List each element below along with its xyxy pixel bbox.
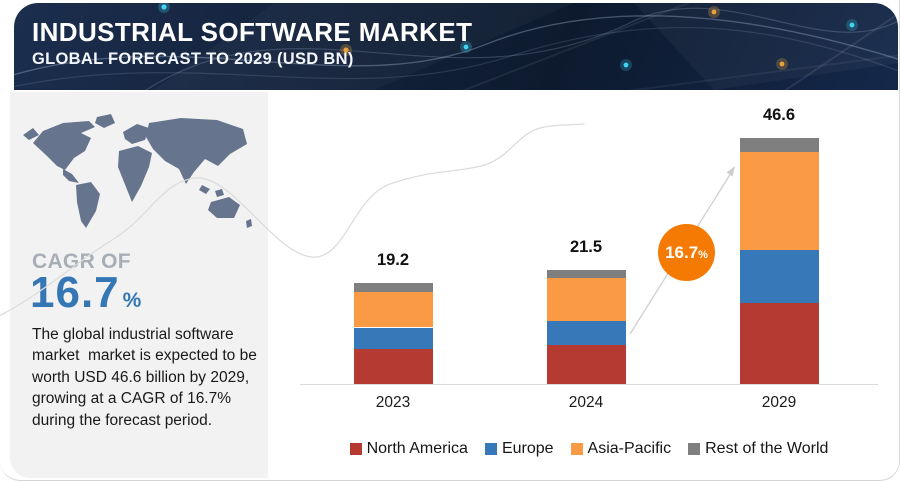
category-label-2024: 2024 bbox=[568, 394, 604, 411]
legend-item-asia-pacific: Asia-Pacific bbox=[570, 440, 672, 458]
total-label-2029: 46.6 bbox=[762, 105, 796, 124]
category-label-2023: 2023 bbox=[375, 394, 411, 411]
bar-segment-2023-asia-pacific bbox=[353, 291, 433, 328]
page-title: INDUSTRIAL SOFTWARE MARKET bbox=[32, 17, 473, 47]
legend-item-rest-of-the-world: Rest of the World bbox=[688, 440, 828, 458]
bar-segment-2024-asia-pacific bbox=[546, 278, 626, 322]
bar-segment-2024-rest-of-the-world bbox=[546, 270, 626, 279]
decor-curve bbox=[14, 15, 898, 76]
bar-segment-2024-europe bbox=[546, 321, 626, 346]
legend-item-europe: Europe bbox=[484, 440, 554, 458]
header-banner: INDUSTRIAL SOFTWARE MARKET GLOBAL FORECA… bbox=[14, 3, 898, 90]
decor-curve bbox=[14, 26, 898, 88]
bar-segment-2023-europe bbox=[353, 327, 433, 350]
decor-glow-dots bbox=[158, 3, 858, 71]
bar-segment-2023-north-america bbox=[353, 349, 433, 384]
total-label-2023: 19.2 bbox=[376, 250, 410, 269]
legend-label: Europe bbox=[501, 440, 554, 457]
decor-line bbox=[627, 54, 898, 90]
bar-segment-2029-north-america bbox=[739, 302, 819, 384]
decor-line bbox=[461, 3, 692, 90]
market-description: The global industrial software market ma… bbox=[32, 326, 262, 429]
legend-swatch bbox=[688, 443, 701, 455]
category-label-2029: 2029 bbox=[761, 394, 797, 411]
header-decoration-graphic bbox=[14, 3, 898, 90]
total-label-2024: 21.5 bbox=[569, 238, 603, 257]
legend-label: Rest of the World bbox=[705, 440, 829, 457]
bar-segment-2024-north-america bbox=[546, 345, 626, 384]
chart-legend: North America Europe Asia-Pacific Rest of t… bbox=[300, 440, 878, 458]
header-text-block: INDUSTRIAL SOFTWARE MARKET GLOBAL FORECA… bbox=[32, 17, 473, 69]
legend-swatch bbox=[484, 443, 497, 455]
legend-label: North America bbox=[366, 440, 468, 457]
bar-segment-2029-asia-pacific bbox=[739, 151, 819, 250]
bar-segment-2029-europe bbox=[739, 249, 819, 303]
bar-segment-2023-rest-of-the-world bbox=[353, 282, 433, 292]
cagr-badge-percent-sign: % bbox=[698, 248, 708, 261]
cagr-badge-value: 16.7 bbox=[665, 242, 699, 262]
cagr-badge: 16.7 % bbox=[658, 224, 715, 281]
legend-swatch bbox=[570, 443, 583, 455]
decor-line bbox=[784, 12, 898, 90]
page-subtitle: GLOBAL FORECAST TO 2029 (USD BN) bbox=[32, 50, 354, 69]
decor-band bbox=[634, 3, 898, 90]
bar-segment-2029-rest-of-the-world bbox=[739, 137, 819, 152]
legend-swatch bbox=[349, 443, 362, 455]
x-axis-line bbox=[300, 384, 878, 385]
legend-label: Asia-Pacific bbox=[587, 440, 672, 457]
decor-curve bbox=[145, 7, 898, 90]
legend-item-north-america: North America bbox=[349, 440, 468, 458]
